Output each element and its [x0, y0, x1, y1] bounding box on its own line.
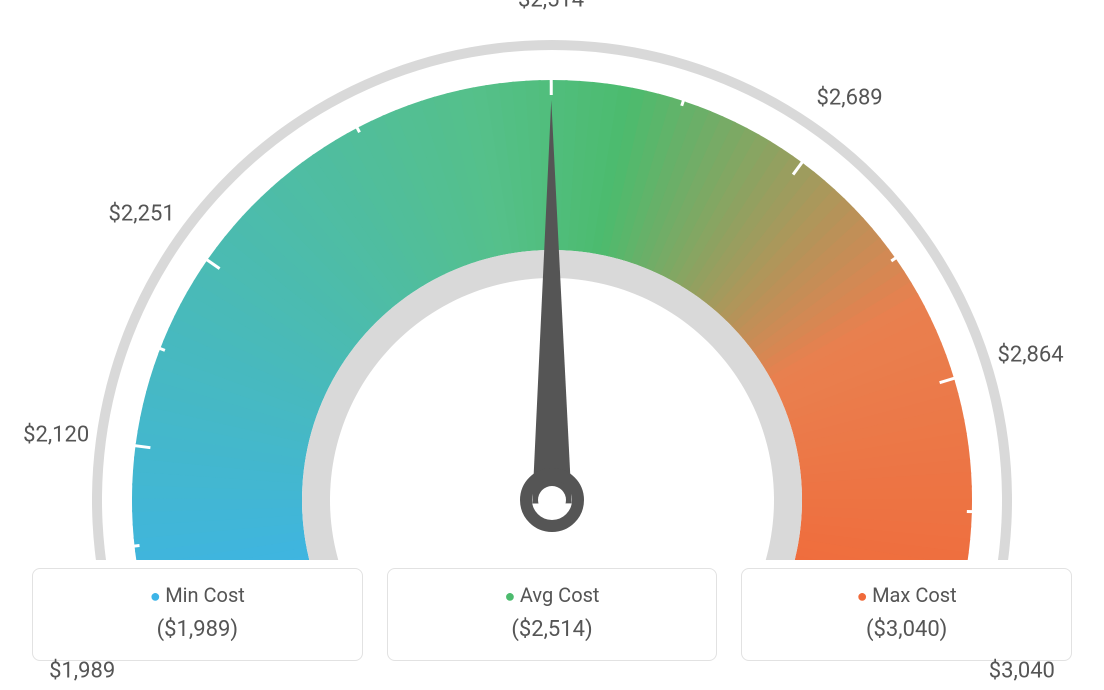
legend-max-label: Max Cost: [752, 583, 1061, 607]
gauge-tick-label: $2,120: [23, 423, 89, 448]
gauge-tick-label: $2,864: [997, 343, 1063, 368]
legend-card-max: Max Cost ($3,040): [741, 568, 1072, 661]
legend-row: Min Cost ($1,989) Avg Cost ($2,514) Max …: [32, 568, 1072, 661]
legend-avg-label: Avg Cost: [398, 583, 707, 607]
gauge-tick-label: $2,514: [518, 0, 584, 13]
gauge-chart: $1,989$2,120$2,251$2,514$2,689$2,864$3,0…: [0, 0, 1104, 560]
gauge-tick-label: $2,689: [817, 86, 883, 111]
legend-min-value: ($1,989): [43, 617, 352, 642]
legend-max-value: ($3,040): [752, 617, 1061, 642]
legend-avg-value: ($2,514): [398, 617, 707, 642]
legend-card-min: Min Cost ($1,989): [32, 568, 363, 661]
gauge-tick-label: $2,251: [109, 202, 175, 227]
gauge-svg: [0, 0, 1104, 560]
legend-min-label: Min Cost: [43, 583, 352, 607]
gauge-tick-label: $1,989: [49, 659, 115, 684]
gauge-tick-label: $3,040: [989, 659, 1055, 684]
legend-card-avg: Avg Cost ($2,514): [387, 568, 718, 661]
